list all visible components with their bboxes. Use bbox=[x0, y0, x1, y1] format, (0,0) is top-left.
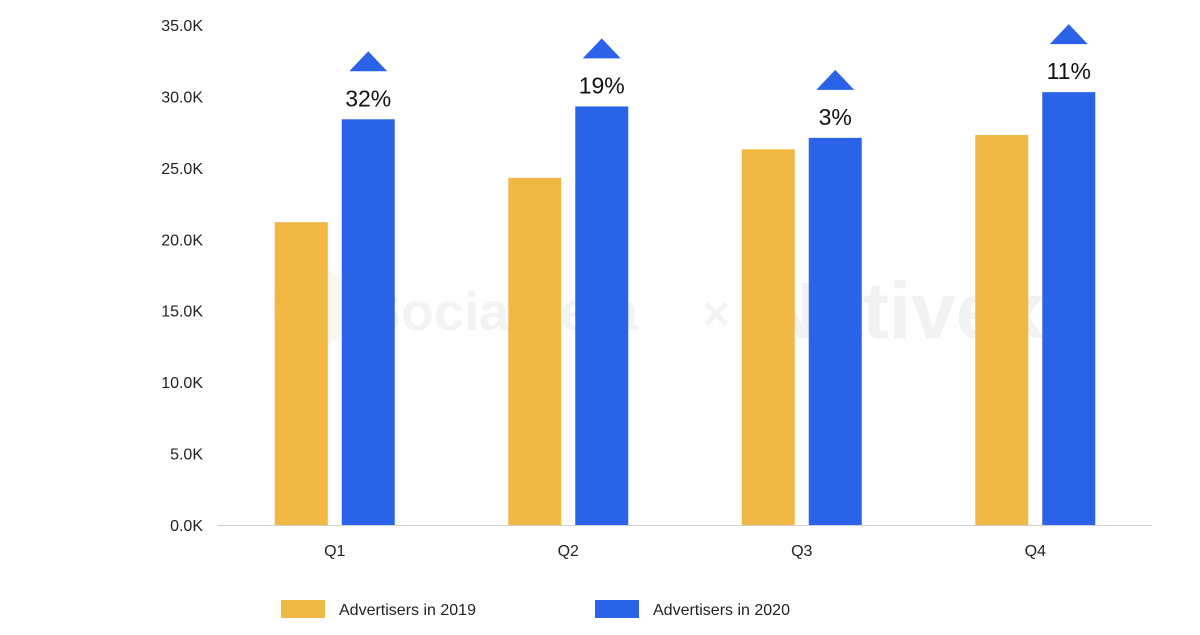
bar-2019-q3 bbox=[741, 149, 795, 526]
y-axis: 0.0K 5.0K 10.0K 15.0K 20.0K 25.0K 30.0K 35.0K bbox=[161, 18, 1152, 535]
growth-up-arrow-icon bbox=[582, 38, 621, 59]
legend-label-2019: Advertisers in 2019 bbox=[339, 602, 476, 619]
y-tick-label: 25.0K bbox=[161, 161, 203, 178]
y-tick-label: 0.0K bbox=[170, 518, 203, 535]
x-category-label: Q4 bbox=[1025, 543, 1046, 560]
legend: Advertisers in 2019 Advertisers in 2020 bbox=[281, 600, 790, 619]
growth-annotations: 32% 19% 3% 11% bbox=[345, 24, 1091, 130]
bar-2019-q1 bbox=[274, 222, 328, 525]
x-category-label: Q3 bbox=[791, 543, 812, 560]
watermark-separator: × bbox=[702, 288, 730, 341]
y-tick-label: 35.0K bbox=[161, 18, 203, 35]
bars bbox=[274, 92, 1096, 526]
x-category-label: Q1 bbox=[324, 543, 345, 560]
bar-2020-q2 bbox=[575, 106, 629, 525]
growth-label: 11% bbox=[1047, 58, 1091, 84]
legend-swatch-2020 bbox=[595, 600, 639, 618]
bar-2019-q4 bbox=[975, 135, 1029, 525]
y-tick-label: 15.0K bbox=[161, 304, 203, 321]
y-tick-label: 5.0K bbox=[170, 447, 203, 464]
legend-label-2020: Advertisers in 2020 bbox=[653, 602, 790, 619]
growth-label: 3% bbox=[819, 104, 852, 130]
growth-up-arrow-icon bbox=[816, 69, 855, 90]
legend-swatch-2019 bbox=[281, 600, 325, 618]
growth-up-arrow-icon bbox=[1049, 24, 1088, 45]
bar-2019-q2 bbox=[508, 177, 562, 525]
bar-2020-q4 bbox=[1042, 92, 1096, 526]
growth-label: 32% bbox=[345, 85, 391, 111]
growth-label: 19% bbox=[579, 72, 625, 98]
bar-2020-q3 bbox=[808, 137, 862, 525]
growth-up-arrow-icon bbox=[349, 51, 388, 72]
bar-2020-q1 bbox=[341, 119, 395, 526]
y-tick-label: 10.0K bbox=[161, 375, 203, 392]
y-tick-label: 20.0K bbox=[161, 232, 203, 249]
x-axis: Q1 Q2 Q3 Q4 bbox=[324, 543, 1046, 560]
x-category-label: Q2 bbox=[558, 543, 579, 560]
y-tick-label: 30.0K bbox=[161, 89, 203, 106]
